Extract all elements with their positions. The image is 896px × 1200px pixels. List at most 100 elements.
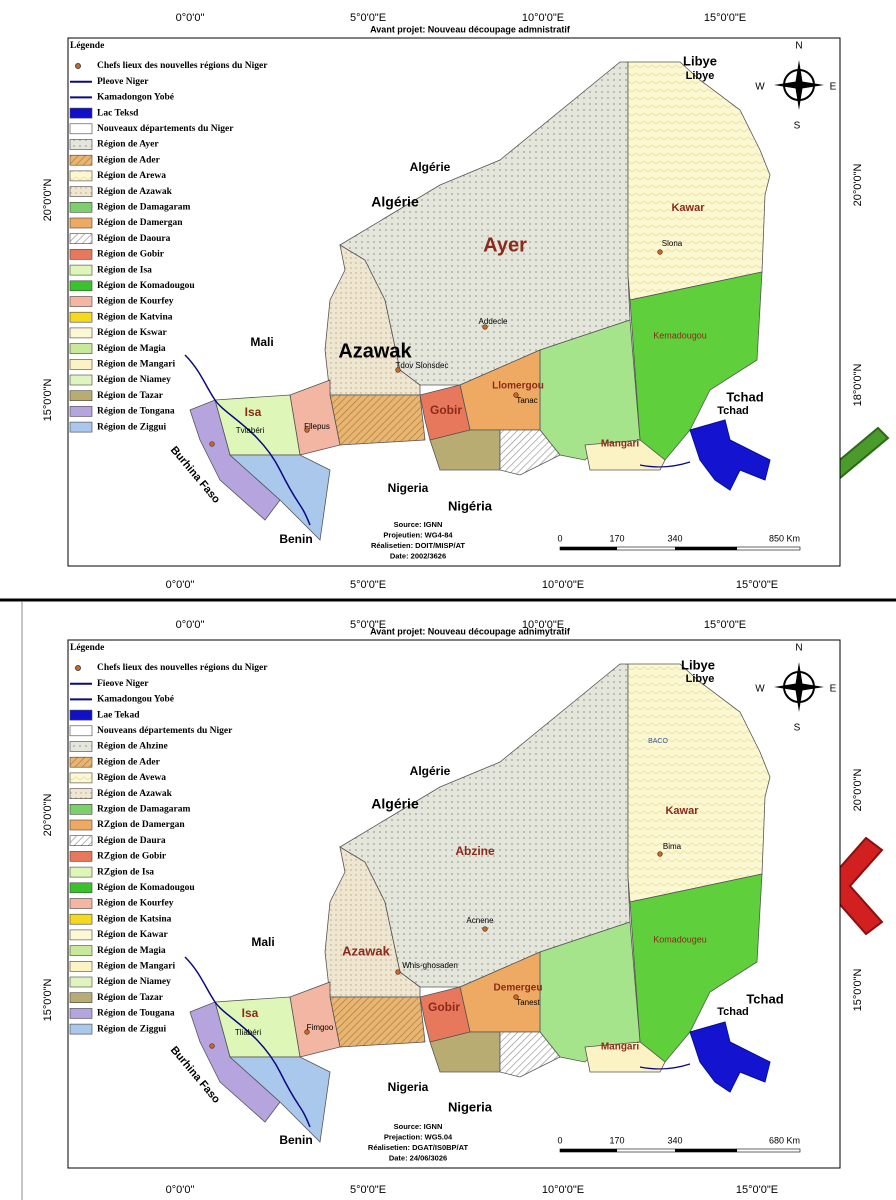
legend-swatch: [69, 296, 93, 307]
region-kawar: [627, 61, 771, 301]
legend-label: Région de Niamey: [97, 977, 171, 987]
legend-label: Région de Magia: [97, 344, 166, 354]
lat-label: 20°0'0"N: [42, 794, 54, 837]
map-label: Benin: [279, 532, 312, 546]
map-label: Nigeria: [388, 481, 429, 495]
legend-swatch: [69, 976, 93, 988]
lon-label: 5°0'0"E: [350, 579, 386, 591]
compass: [774, 662, 824, 712]
scale-label: 850 Km: [769, 533, 800, 543]
map-label: Kawar: [671, 202, 705, 214]
legend-label: Région de Azawak: [97, 789, 173, 799]
legend-label: Région de Ader: [97, 757, 161, 767]
legend-label: Région de Damagaram: [97, 202, 190, 212]
legend-label: Région de Komadougou: [97, 281, 195, 291]
legend-swatch: [69, 327, 93, 339]
compass-label: E: [830, 684, 837, 695]
scale-bar: [560, 1149, 617, 1152]
map-label: Fimgoo: [307, 1023, 334, 1032]
capital-marker: [657, 249, 663, 255]
legend-label: Région de Tougana: [97, 1009, 175, 1019]
lake-chad: [689, 1021, 771, 1093]
legend-label: Région de Ayer: [97, 140, 159, 150]
legend-label: Région de Daoura: [97, 234, 171, 244]
legend-swatch: [69, 107, 93, 119]
map-label: Fllepus: [304, 422, 330, 431]
legend-label: Fieove Niger: [97, 679, 149, 689]
source-line: Prejaction: WG5.04: [384, 1132, 453, 1141]
legend-swatch: [69, 1008, 93, 1019]
legend-label: Lae Tekad: [97, 710, 140, 720]
legend-swatch: [69, 311, 93, 323]
map-label: Whis-ghosaden: [402, 961, 458, 970]
legend-label: Région de Komadougou: [97, 883, 195, 893]
capital-marker: [209, 1043, 215, 1049]
map-label: Mangari: [601, 439, 640, 450]
legend-label: RZgion de Isa: [97, 867, 154, 877]
map-label: Isa: [242, 1006, 259, 1020]
capital-marker: [395, 969, 401, 975]
scale-bar: [675, 1149, 737, 1152]
map-label: Libye: [686, 673, 715, 685]
map-label: Algérie: [410, 160, 451, 174]
map-panel: N E S W Avant projet: Nouveau découpage adni…: [42, 619, 864, 1196]
legend-label: Région de Gobir: [97, 250, 165, 260]
capital-marker: [304, 1029, 310, 1035]
scale-label: 340: [667, 1135, 682, 1145]
legend-swatch: [69, 866, 93, 878]
lon-label: 0°0'0": [176, 619, 205, 631]
lat-label: 15°0'0"N: [42, 979, 54, 1022]
capital-marker: [657, 851, 663, 857]
map-label: Nigeria: [388, 1080, 429, 1094]
capital-marker: [209, 441, 215, 447]
map-label: Azawak: [342, 943, 390, 958]
lake-chad: [689, 419, 771, 491]
lat-label: 20°0'0"N: [42, 179, 54, 222]
legend-swatch: [69, 788, 93, 799]
map-label: Tchad: [717, 405, 749, 417]
map-label: Algérie: [410, 764, 451, 778]
map-label: Azawak: [338, 340, 412, 362]
legend-label: Région de Tongana: [97, 407, 175, 417]
legend-label: Kamadongon Yobé: [97, 93, 174, 103]
legend-label: Région de Mangari: [97, 961, 175, 971]
lon-label: 0°0'0": [166, 579, 195, 591]
legend-swatch: [69, 358, 93, 370]
legend-label: Lac Teksd: [97, 108, 139, 118]
legend-label: Région de Kourfey: [97, 297, 174, 307]
legend-swatch: [69, 960, 93, 972]
river-niger: [184, 354, 311, 526]
legend-label: Région de Ziggui: [97, 422, 167, 432]
map-label: Demergeu: [494, 983, 543, 994]
map-label: Tchad: [746, 991, 783, 1006]
lon-label: 15°0'0"E: [736, 1184, 778, 1196]
map-label: Gobir: [428, 1000, 460, 1014]
map-label: Mali: [250, 335, 273, 349]
legend-label: Région de Isa: [97, 265, 152, 275]
source-line: Date: 2002/3626: [390, 551, 446, 560]
legend-label: Région de Kawar: [97, 930, 169, 940]
legend-swatch: [69, 803, 93, 815]
legend-swatch: [75, 63, 81, 69]
region-kawar: [627, 663, 771, 903]
map-label: Nigéria: [448, 498, 493, 513]
legend-swatch: [69, 343, 93, 354]
map-label: Tchad: [717, 1006, 749, 1018]
legend-swatch: [69, 421, 93, 433]
compass-label: W: [755, 82, 765, 93]
legend-label: Région de Ziggui: [97, 1024, 167, 1034]
lat-label: 18°0'0"N: [852, 364, 864, 407]
legend-swatch: [69, 1023, 93, 1035]
map-label: Llomergou: [492, 381, 544, 392]
region-daoura: [499, 429, 561, 476]
legend-swatch: [69, 186, 93, 197]
scale-label: 0: [557, 1135, 562, 1145]
lat-label: 15°0'0"N: [42, 379, 54, 422]
capital-marker: [482, 324, 488, 330]
source-line: Source: IGNN: [394, 520, 443, 529]
region-ziggui: [228, 1056, 331, 1143]
legend-label: Chefs lieux des nouvelles régions du Nig…: [97, 61, 268, 71]
lat-label: 20°0'0"N: [852, 164, 864, 207]
map-label: Tanest: [516, 998, 540, 1007]
